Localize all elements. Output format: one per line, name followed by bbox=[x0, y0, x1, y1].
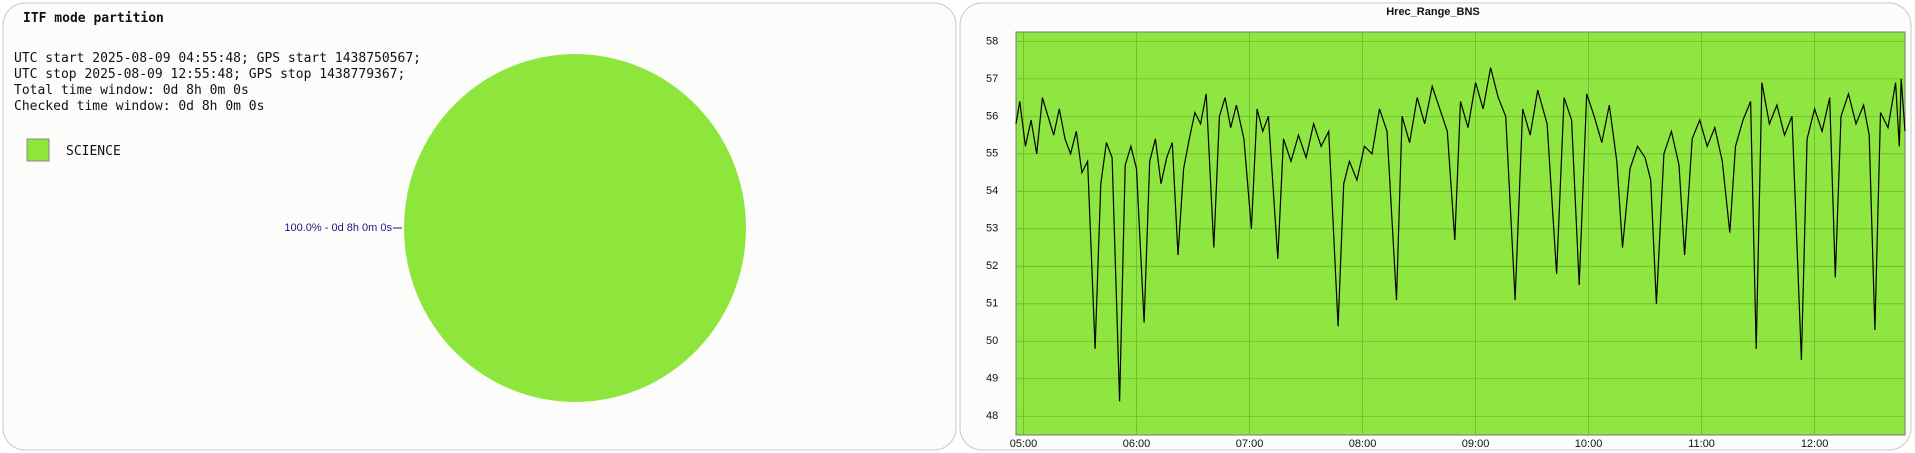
legend-swatch bbox=[26, 138, 50, 162]
y-tick-label: 50 bbox=[986, 335, 998, 347]
info-line: Total time window: 0d 8h 0m 0s bbox=[14, 83, 249, 98]
y-tick-label: 53 bbox=[986, 223, 998, 235]
y-tick-label: 55 bbox=[986, 148, 998, 160]
x-tick-label: 05:00 bbox=[1010, 438, 1038, 450]
y-tick-label: 49 bbox=[986, 373, 998, 385]
y-tick-label: 56 bbox=[986, 110, 998, 122]
x-tick-label: 11:00 bbox=[1688, 438, 1715, 450]
y-tick-label: 57 bbox=[986, 73, 998, 85]
x-tick-label: 12:00 bbox=[1801, 438, 1829, 450]
line-series bbox=[1015, 67, 1906, 402]
y-tick-label: 48 bbox=[986, 410, 998, 422]
info-line: UTC start 2025-08-09 04:55:48; GPS start… bbox=[14, 51, 421, 66]
plot-area bbox=[1015, 31, 1906, 436]
slice-label: 100.0% - 0d 8h 0m 0s bbox=[284, 222, 392, 234]
legend-label: SCIENCE bbox=[66, 144, 121, 159]
x-tick-label: 06:00 bbox=[1123, 438, 1151, 450]
chart-title: Hrec_Range_BNS bbox=[1386, 6, 1480, 18]
info-line: UTC stop 2025-08-09 12:55:48; GPS stop 1… bbox=[14, 67, 405, 82]
x-tick-label: 07:00 bbox=[1236, 438, 1264, 450]
y-tick-label: 58 bbox=[986, 35, 998, 47]
y-tick-label: 52 bbox=[986, 260, 998, 272]
y-tick-label: 54 bbox=[986, 185, 998, 197]
info-line: Checked time window: 0d 8h 0m 0s bbox=[14, 99, 264, 114]
x-tick-label: 09:00 bbox=[1462, 438, 1490, 450]
pie-slice bbox=[404, 54, 746, 402]
x-tick-label: 08:00 bbox=[1349, 438, 1377, 450]
y-tick-label: 51 bbox=[986, 298, 998, 310]
panel-title: ITF mode partition bbox=[23, 11, 164, 26]
x-tick-label: 10:00 bbox=[1575, 438, 1603, 450]
